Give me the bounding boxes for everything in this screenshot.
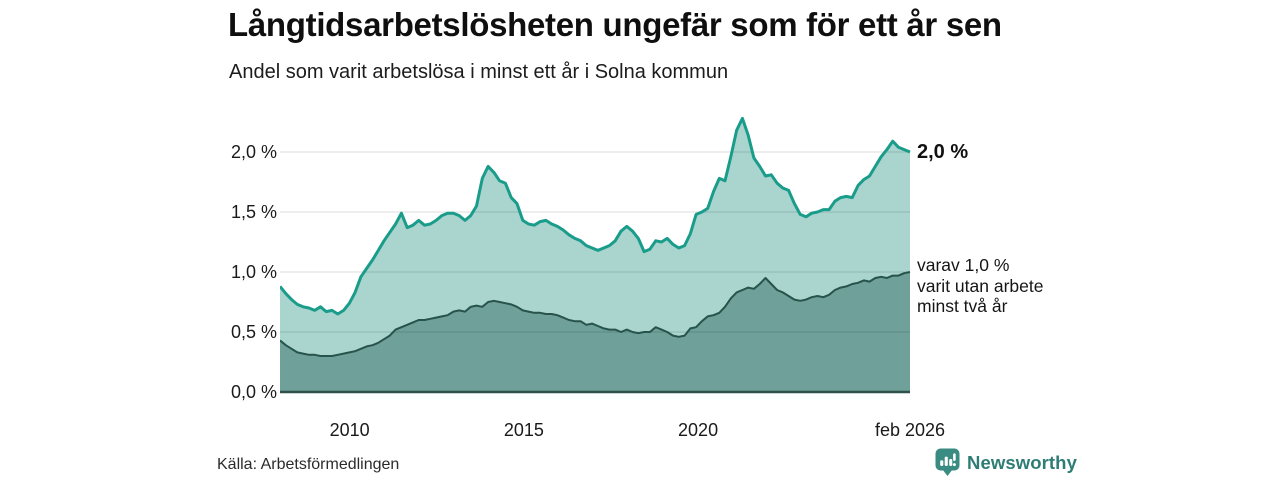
x-axis-label: 2010 <box>329 420 370 440</box>
area-chart <box>280 116 911 394</box>
y-axis-label: 2,0 % <box>230 142 277 162</box>
newsworthy-logo-icon <box>935 448 960 476</box>
y-axis-label: 1,5 % <box>230 202 277 222</box>
area-fill-2yr <box>280 272 910 392</box>
annotation-line: minst två år <box>917 296 1008 316</box>
y-axis-label: 0,0 % <box>230 382 277 402</box>
annotation-line: varav 1,0 % <box>917 255 1010 275</box>
y-axis-label: 1,0 % <box>230 262 277 282</box>
series-line-1yr <box>280 116 911 316</box>
series-annotation-2yr: varav 1,0 % varit utan arbete minst två … <box>917 255 1043 317</box>
chart-subtitle: Andel som varit arbetslösa i minst ett å… <box>229 61 729 83</box>
chart-title: Långtidsarbetslösheten ungefär som för e… <box>228 6 1002 43</box>
annotation-line: varit utan arbete <box>917 275 1044 296</box>
y-axis-label: 0,5 % <box>230 322 277 342</box>
newsworthy-wordmark: Newsworthy <box>967 451 1077 473</box>
x-axis-label: 2020 <box>678 420 719 440</box>
series-line-2yr <box>280 271 911 357</box>
x-axis-label: feb 2026 <box>874 420 946 440</box>
source-note: Källa: Arbetsförmedlingen <box>217 456 400 473</box>
newsworthy-logo: Newsworthy <box>935 448 1077 477</box>
x-axis-label: 2015 <box>503 420 544 440</box>
end-value-label-1yr: 2,0 % <box>917 141 969 163</box>
